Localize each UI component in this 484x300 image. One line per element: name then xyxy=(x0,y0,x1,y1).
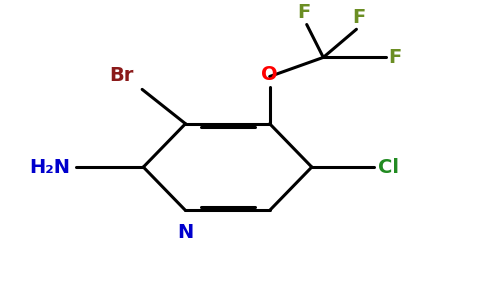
Text: N: N xyxy=(177,223,194,242)
Text: F: F xyxy=(298,3,311,22)
Text: O: O xyxy=(261,65,278,84)
Text: F: F xyxy=(388,48,402,67)
Text: Br: Br xyxy=(109,66,134,85)
Text: F: F xyxy=(352,8,365,27)
Text: H₂N: H₂N xyxy=(29,158,70,177)
Text: Cl: Cl xyxy=(378,158,399,177)
